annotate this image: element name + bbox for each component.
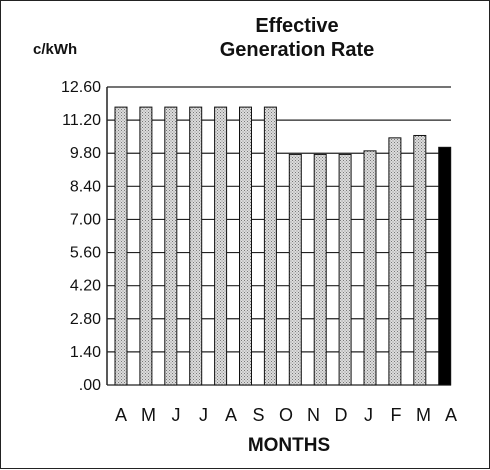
bar (114, 106, 128, 386)
bar (413, 134, 427, 386)
bar (139, 106, 153, 386)
bar-highlight (438, 146, 452, 386)
y-tick-label: 1.40 (70, 344, 101, 361)
y-tick-label: 9.80 (70, 145, 101, 162)
bar (189, 106, 203, 386)
x-tick-label: J (199, 405, 208, 425)
bar (313, 153, 327, 386)
y-tick-label: 2.80 (70, 311, 101, 328)
y-axis-unit-label: c/kWh (33, 41, 77, 58)
x-tick-label: A (115, 405, 127, 425)
x-tick-label: N (307, 405, 320, 425)
x-tick-label: M (141, 405, 156, 425)
bar (338, 153, 352, 386)
x-tick-label: M (416, 405, 431, 425)
bars (114, 106, 452, 386)
bar (239, 106, 252, 386)
bar (388, 137, 402, 386)
y-axis-ticks: 12.60 11.20 9.80 8.40 7.00 5.60 4.20 2.80 1.40 .0… (61, 79, 101, 394)
y-tick-label: .00 (79, 377, 101, 394)
y-tick-label: 12.60 (61, 79, 101, 96)
bar (288, 153, 302, 386)
bar (363, 150, 377, 386)
y-tick-label: 11.20 (62, 112, 101, 129)
chart-title-line2: Generation Rate (220, 39, 374, 61)
x-tick-label: S (252, 405, 264, 425)
x-axis-title: MONTHS (248, 435, 330, 456)
x-tick-label: O (279, 405, 293, 425)
bar (164, 106, 178, 386)
y-tick-label: 4.20 (70, 278, 101, 295)
x-tick-label: D (335, 405, 348, 425)
x-tick-label: J (364, 405, 373, 425)
x-tick-label: A (445, 405, 457, 425)
x-tick-label: J (172, 405, 181, 425)
y-tick-label: 8.40 (70, 178, 101, 195)
x-tick-label: A (225, 405, 237, 425)
y-tick-label: 5.60 (70, 245, 101, 262)
chart-title-line1: Effective (255, 15, 338, 37)
bar (263, 106, 277, 386)
bar (214, 106, 228, 386)
x-tick-label: F (391, 405, 402, 425)
y-tick-label: 7.00 (70, 211, 101, 228)
